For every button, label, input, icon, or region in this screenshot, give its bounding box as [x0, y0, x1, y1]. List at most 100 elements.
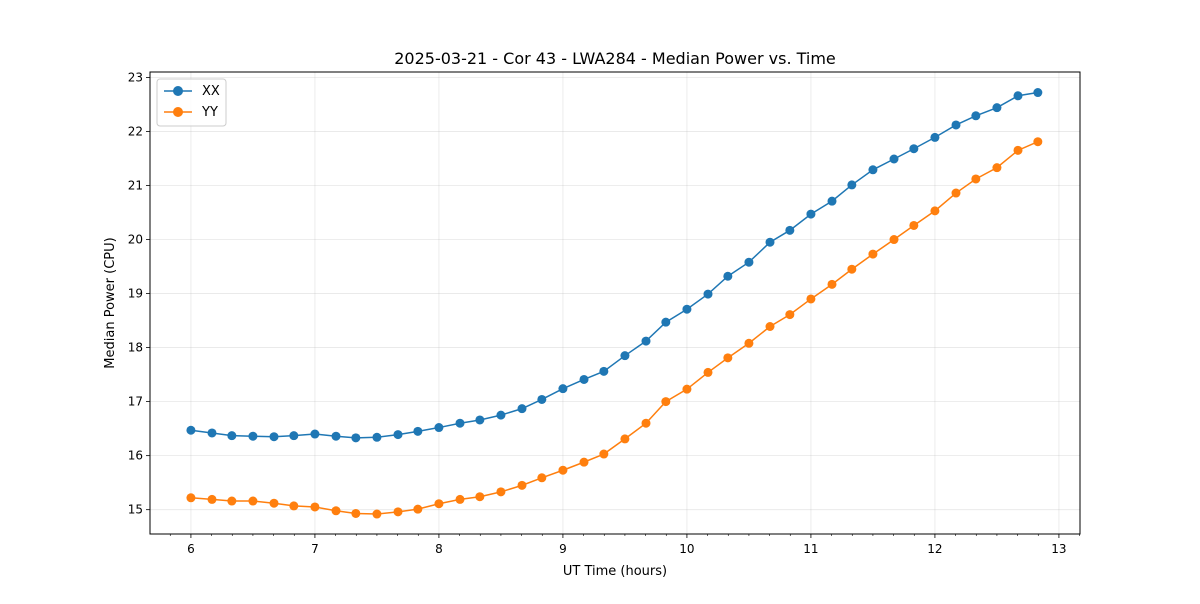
data-point-yy — [847, 264, 857, 274]
data-point-xx — [517, 404, 527, 414]
data-point-yy — [971, 174, 981, 184]
data-point-yy — [517, 480, 527, 490]
grid — [150, 72, 1080, 534]
data-point-yy — [765, 322, 775, 332]
y-tick-label: 21 — [128, 178, 143, 192]
data-point-yy — [227, 496, 237, 506]
y-axis-label: Median Power (CPU) — [103, 237, 118, 368]
data-point-xx — [847, 180, 857, 190]
data-point-xx — [289, 431, 299, 441]
data-point-yy — [620, 434, 630, 444]
data-point-xx — [372, 432, 382, 442]
data-point-xx — [827, 196, 837, 206]
data-point-xx — [413, 426, 423, 436]
data-point-xx — [186, 425, 196, 435]
data-point-yy — [930, 206, 940, 216]
data-point-yy — [951, 188, 961, 198]
data-point-xx — [310, 429, 320, 439]
x-tick-label: 9 — [559, 542, 567, 556]
axes: 6 7 8 9 10 11 12 13 15 16 17 18 19 20 21 22 23 — [128, 70, 1080, 556]
data-point-xx — [351, 433, 361, 443]
series-layer — [186, 88, 1043, 519]
data-point-xx — [909, 144, 919, 154]
chart-title: 2025-03-21 - Cor 43 - LWA284 - Median Po… — [394, 49, 836, 68]
data-point-xx — [723, 271, 733, 281]
data-point-xx — [207, 428, 217, 438]
series-xx — [186, 88, 1043, 443]
data-point-xx — [434, 423, 444, 433]
legend-marker-xx — [173, 86, 183, 96]
data-point-xx — [475, 415, 485, 425]
data-point-xx — [269, 432, 279, 442]
data-point-yy — [723, 353, 733, 363]
data-point-yy — [310, 502, 320, 512]
data-point-yy — [186, 493, 196, 503]
data-point-yy — [1013, 145, 1023, 155]
data-point-xx — [971, 111, 981, 121]
data-point-yy — [558, 465, 568, 475]
x-tick-label: 6 — [187, 542, 195, 556]
data-point-yy — [703, 367, 713, 377]
data-point-yy — [393, 507, 403, 517]
data-point-xx — [951, 120, 961, 130]
data-point-yy — [744, 338, 754, 348]
data-point-xx — [537, 394, 547, 404]
data-point-yy — [1033, 137, 1043, 147]
series-yy — [186, 137, 1043, 519]
y-tick-label: 22 — [128, 124, 143, 138]
data-point-xx — [785, 225, 795, 235]
x-tick-label: 7 — [311, 542, 319, 556]
data-point-xx — [1033, 88, 1043, 98]
data-point-xx — [599, 366, 609, 376]
data-point-xx — [744, 257, 754, 267]
data-point-xx — [682, 304, 692, 314]
data-point-xx — [661, 317, 671, 327]
data-point-yy — [868, 249, 878, 259]
data-point-yy — [455, 494, 465, 504]
y-tick-label: 18 — [128, 341, 143, 355]
data-point-xx — [806, 209, 816, 219]
data-point-yy — [827, 279, 837, 289]
data-point-xx — [930, 132, 940, 142]
data-point-xx — [579, 374, 589, 384]
data-point-xx — [703, 289, 713, 299]
data-point-yy — [806, 294, 816, 304]
data-point-xx — [1013, 91, 1023, 101]
data-point-yy — [909, 220, 919, 230]
data-point-yy — [992, 163, 1002, 173]
data-point-yy — [434, 499, 444, 509]
data-point-yy — [372, 509, 382, 519]
x-axis-label: UT Time (hours) — [563, 564, 667, 579]
data-point-xx — [765, 237, 775, 247]
x-tick-label: 13 — [1051, 542, 1066, 556]
data-point-yy — [785, 310, 795, 320]
legend-label-xx: XX — [202, 84, 220, 99]
data-point-yy — [351, 508, 361, 518]
legend-marker-yy — [173, 107, 183, 117]
data-point-yy — [599, 449, 609, 459]
data-point-yy — [537, 473, 547, 483]
data-point-xx — [889, 154, 899, 164]
data-point-xx — [496, 410, 506, 420]
y-tick-label: 23 — [128, 70, 143, 84]
data-point-xx — [641, 336, 651, 346]
data-point-xx — [248, 431, 258, 441]
y-tick-label: 19 — [128, 287, 143, 301]
x-tick-label: 10 — [679, 542, 694, 556]
data-point-yy — [207, 494, 217, 504]
legend-label-yy: YY — [201, 105, 218, 120]
data-point-yy — [475, 492, 485, 502]
data-point-xx — [620, 351, 630, 361]
data-point-yy — [889, 235, 899, 245]
plot-area-frame — [149, 71, 1081, 535]
data-point-yy — [289, 501, 299, 511]
data-point-xx — [227, 431, 237, 441]
data-point-yy — [331, 506, 341, 516]
data-point-xx — [558, 384, 568, 394]
data-point-xx — [992, 103, 1002, 113]
data-point-yy — [661, 397, 671, 407]
legend: XX YY — [156, 78, 227, 127]
y-tick-label: 16 — [128, 449, 143, 463]
data-point-xx — [455, 418, 465, 428]
